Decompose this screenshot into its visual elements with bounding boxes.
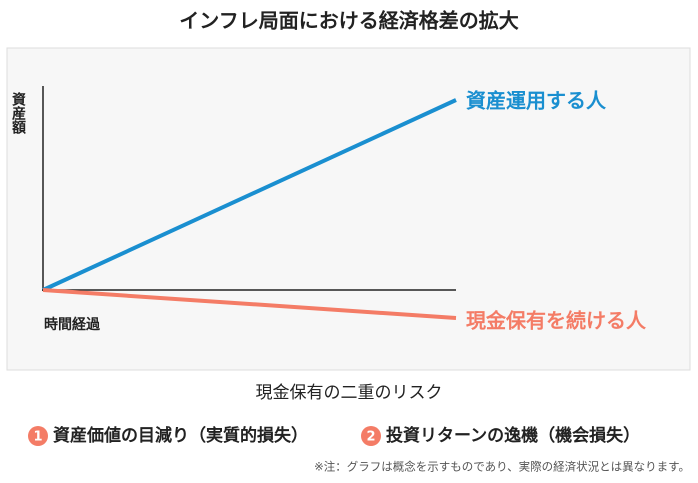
risk-text: 資産価値の目減り（実質的損失） — [53, 425, 308, 446]
risk-badge — [361, 426, 381, 446]
risks-heading: 現金保有の二重のリスク — [256, 383, 443, 403]
title: インフレ局面における経済格差の拡大 — [179, 9, 518, 33]
risk-number: 1 — [33, 430, 42, 445]
risk-badge — [28, 426, 48, 446]
risk-text: 投資リターンの逸機（機会損失） — [386, 425, 640, 446]
line-label: 資産運用する人 — [466, 89, 607, 113]
y-axis-label: 資産額 — [10, 91, 27, 135]
chart-panel — [6, 47, 691, 371]
note: ※注：グラフは概念を示すものであり、実際の経済状況とは異なります。 — [314, 460, 690, 474]
growth-line — [42, 98, 457, 292]
line-label: 現金保有を続ける人 — [466, 309, 647, 333]
risk-number: 2 — [366, 430, 375, 445]
decline-line — [42, 288, 457, 320]
x-axis-label: 時間経過 — [44, 316, 101, 333]
